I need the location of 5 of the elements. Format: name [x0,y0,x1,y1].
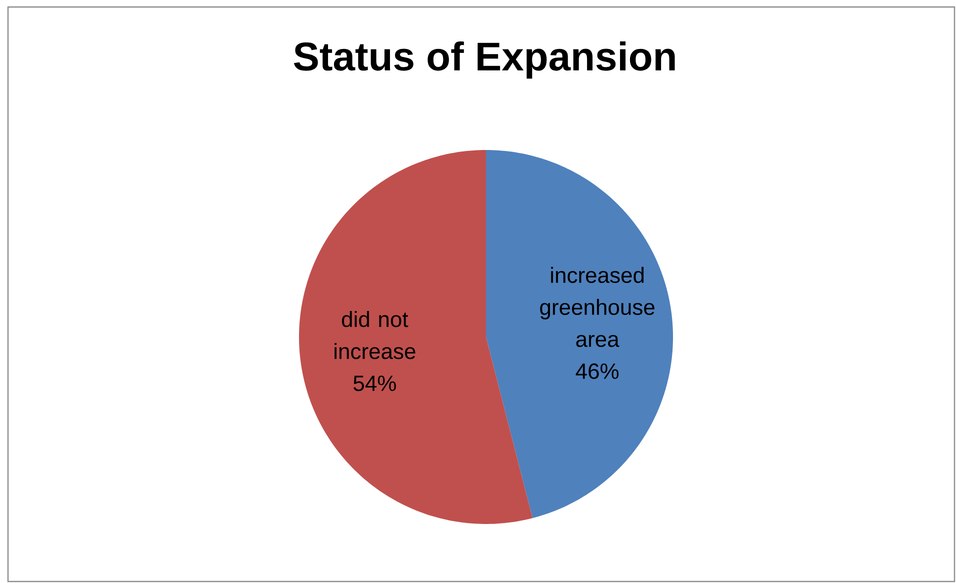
slice-label: did not increase [334,310,416,360]
chart-title: Status of Expansion [294,41,675,79]
data-label: 54% [354,376,396,392]
slice-label: increased greenhouse area [540,266,654,348]
data-label: 46% [576,363,619,380]
